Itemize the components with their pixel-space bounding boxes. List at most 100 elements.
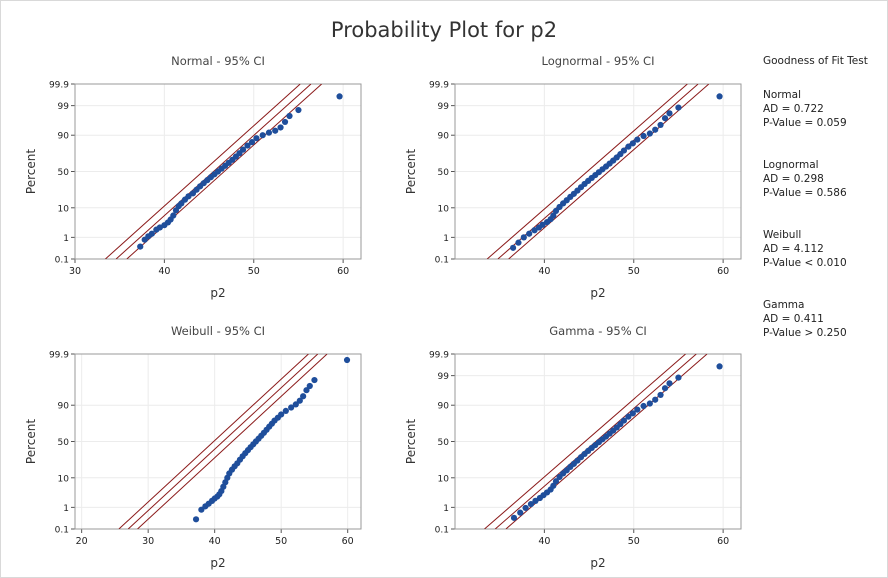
- gamma-fit-line: [494, 354, 697, 529]
- normal-ytick-label: 50: [58, 168, 70, 178]
- lognormal-data-point: [652, 126, 659, 133]
- gof-title: Goodness of Fit Test: [763, 54, 868, 68]
- lognormal-data-point: [629, 140, 636, 147]
- gof-gamma-p: P-Value > 0.250: [763, 327, 847, 339]
- gamma-data-point: [675, 374, 682, 381]
- gamma-plot: 0.1 1 10 50 90 99 99.9 40 50 60 Gamma - 95% CI p2 Pe…: [404, 324, 742, 570]
- gamma-xlabel: p2: [590, 556, 605, 570]
- weibull-data-point: [343, 356, 351, 364]
- gamma-subplot-title: Gamma - 95% CI: [549, 324, 647, 338]
- gamma-data-point: [517, 509, 524, 516]
- lognormal-data-point: [666, 110, 673, 117]
- lognormal-data-point: [657, 121, 664, 129]
- gamma-xtick-label: 50: [628, 536, 640, 547]
- gof-gamma-name: Gamma: [763, 299, 805, 311]
- gof-gamma: Gamma AD = 0.411 P-Value > 0.250: [763, 298, 847, 340]
- gamma-data-point: [657, 391, 664, 399]
- weibull-ylabel: Percent: [24, 419, 38, 464]
- gamma-data-point: [661, 385, 669, 392]
- gamma-data-point: [522, 504, 529, 512]
- normal-ytick-label: 1: [63, 234, 69, 244]
- gof-lognormal-name: Lognormal: [763, 159, 819, 171]
- gof-lognormal-ad: AD = 0.298: [763, 173, 824, 185]
- lognormal-data-point: [646, 130, 653, 137]
- lognormal-data-point: [716, 93, 723, 100]
- lognormal-frame: [454, 83, 742, 260]
- weibull-fit-lines: [118, 354, 328, 529]
- weibull-data-point: [296, 397, 303, 404]
- weibull-data-point: [192, 516, 200, 523]
- lognormal-plot: 0.1 1 10 50 90 99 99.9 40 50 60 Lognormal - 95% CI…: [404, 54, 742, 300]
- lognormal-data-point: [539, 221, 546, 228]
- gamma-ytick-label: 1: [443, 504, 449, 514]
- gof-title-text: Goodness of Fit Test: [763, 55, 868, 67]
- weibull-data-point: [292, 401, 299, 408]
- gof-gamma-ad: AD = 0.411: [763, 313, 824, 325]
- gamma-data-point: [625, 413, 632, 420]
- lognormal-ytick-label: 50: [438, 168, 450, 178]
- gamma-ylabel: Percent: [404, 419, 418, 464]
- lognormal-ci-line: [486, 84, 688, 259]
- normal-data-point: [295, 106, 302, 114]
- weibull-ytick-label: 0.1: [55, 526, 69, 536]
- gof-normal-name: Normal: [763, 89, 801, 101]
- normal-data-point: [185, 193, 192, 200]
- gof-weibull-name: Weibull: [763, 229, 802, 241]
- weibull-frame: [74, 353, 362, 530]
- normal-data-point: [248, 139, 256, 146]
- normal-plot: 0.1 1 10 50 90 99 99.9 30 40 50 60 Normal - 95% CI p…: [24, 54, 362, 300]
- gamma-data-point: [532, 497, 539, 504]
- gamma-ytick-label: 0.1: [435, 526, 449, 536]
- weibull-data-point: [306, 382, 313, 390]
- gamma-data-point: [527, 501, 535, 508]
- weibull-ytick-label: 90: [58, 402, 70, 412]
- gof-lognormal-p: P-Value = 0.586: [763, 187, 847, 199]
- lognormal-ylabel: Percent: [404, 149, 418, 194]
- lognormal-xlabel: p2: [590, 286, 605, 300]
- weibull-fit-line: [127, 354, 319, 529]
- lognormal-data-point: [640, 132, 647, 140]
- normal-data-point: [336, 93, 343, 100]
- gamma-data-point: [550, 482, 557, 489]
- weibull-ytick-label: 1: [63, 504, 69, 514]
- normal-ylabel: Percent: [24, 149, 38, 194]
- gamma-ytick-label: 10: [438, 474, 450, 484]
- gamma-data-point: [716, 363, 723, 370]
- gamma-data-point: [620, 417, 628, 424]
- gamma-data-point: [510, 514, 518, 521]
- lognormal-ytick-label: 0.1: [435, 256, 449, 266]
- normal-data-point: [148, 230, 155, 237]
- gamma-ci-line: [484, 354, 686, 529]
- normal-data-point: [281, 118, 289, 126]
- gamma-data-point: [634, 406, 641, 413]
- normal-data-point: [277, 124, 284, 131]
- gof-normal-p: P-Value = 0.059: [763, 117, 847, 129]
- lognormal-data-point: [620, 147, 628, 154]
- weibull-ytick-label: 99.9: [49, 351, 69, 361]
- normal-ytick-label: 90: [58, 132, 70, 142]
- lognormal-ytick-label: 99: [438, 102, 450, 112]
- normal-xlabel: p2: [210, 286, 225, 300]
- lognormal-data-point: [661, 115, 669, 122]
- weibull-xtick-label: 40: [209, 536, 221, 547]
- gamma-ytick-label: 99: [438, 372, 450, 382]
- lognormal-ytick-label: 99.9: [429, 81, 449, 91]
- normal-frame: [74, 83, 362, 260]
- normal-xtick-label: 60: [337, 266, 349, 277]
- lognormal-data-point: [550, 212, 557, 219]
- weibull-subplot-title: Weibull - 95% CI: [171, 324, 265, 338]
- normal-ytick-label: 0.1: [55, 256, 69, 266]
- gamma-data-point: [552, 478, 560, 485]
- lognormal-data-point: [625, 143, 632, 150]
- gamma-data-point: [666, 380, 673, 387]
- weibull-data-point: [282, 407, 289, 415]
- normal-ci-line: [105, 84, 301, 259]
- normal-xtick-label: 50: [248, 266, 260, 277]
- normal-data-point: [170, 212, 177, 219]
- normal-ytick-label: 99: [58, 102, 70, 112]
- lognormal-xtick-label: 60: [717, 266, 729, 277]
- gof-normal: Normal AD = 0.722 P-Value = 0.059: [763, 88, 847, 130]
- gamma-ytick-label: 99.9: [429, 351, 449, 361]
- lognormal-data-point: [531, 227, 538, 234]
